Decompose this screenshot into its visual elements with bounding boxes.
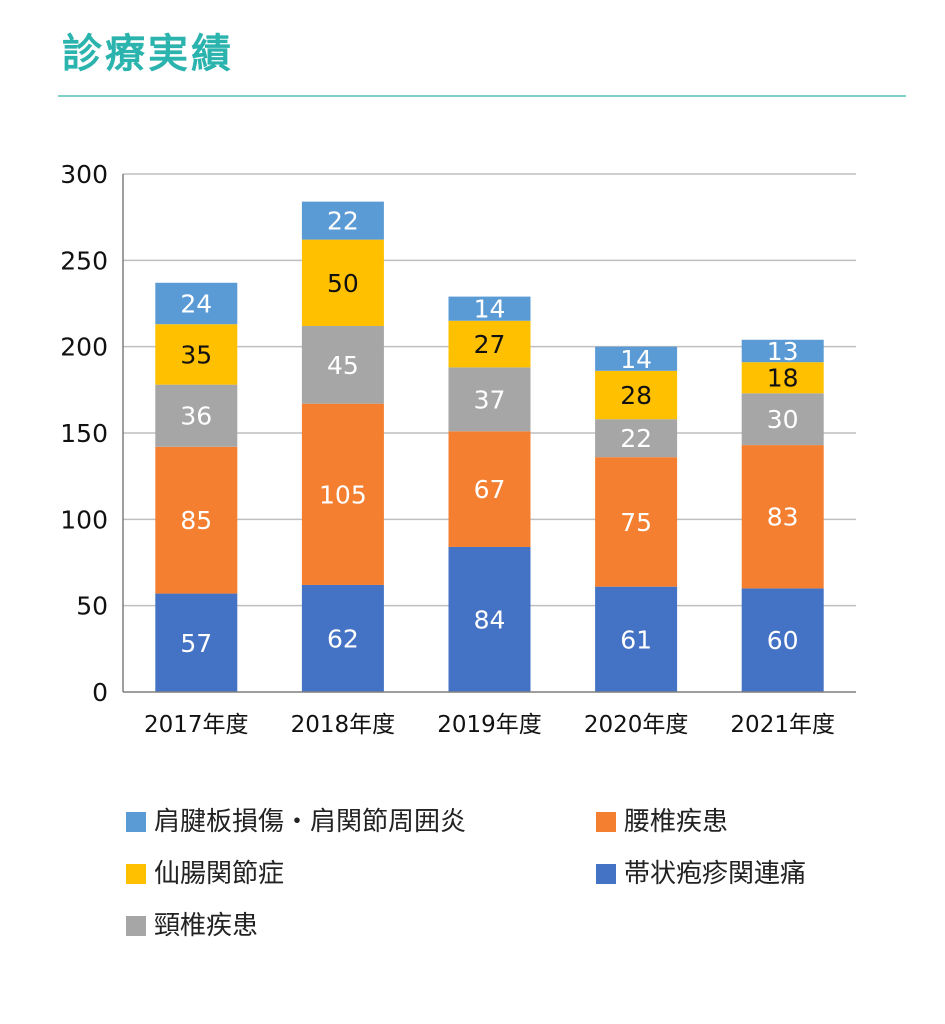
legend-swatch-herpes: [596, 864, 616, 884]
bar-segment: [448, 546, 531, 692]
bar-segment: [741, 445, 824, 589]
title-underline: [58, 95, 906, 97]
data-label: 83: [767, 503, 799, 532]
data-label: 75: [620, 508, 652, 537]
x-tick-label: 2017年度: [144, 712, 249, 738]
data-label: 50: [327, 269, 359, 298]
y-tick-label: 200: [60, 333, 108, 362]
y-tick-label: 300: [60, 160, 108, 189]
bar-segment: [741, 393, 824, 446]
x-tick-label: 2019年度: [437, 712, 542, 738]
legend-swatch-sacroiliac: [126, 864, 146, 884]
bar-segment: [595, 586, 678, 692]
bar-segment: [155, 384, 238, 447]
data-label: 57: [180, 629, 212, 658]
data-label: 61: [620, 625, 652, 654]
legend-swatch-lumbar: [596, 812, 616, 832]
x-tick-label: 2021年度: [730, 712, 835, 738]
bar-segment: [155, 324, 238, 385]
bar-segment: [301, 403, 384, 585]
bar-segment: [301, 239, 384, 326]
data-label: 37: [474, 385, 506, 414]
y-tick-label: 50: [76, 592, 108, 621]
bar-segment: [155, 282, 238, 325]
data-label: 18: [767, 364, 799, 393]
x-tick-label: 2020年度: [584, 712, 689, 738]
legend-item-herpes: 帯状疱疹関連痛: [596, 858, 806, 890]
bar-segment: [595, 457, 678, 587]
data-label: 28: [620, 381, 652, 410]
bar-segment: [595, 419, 678, 458]
bar-segment: [155, 593, 238, 692]
data-label: 30: [767, 405, 799, 434]
y-tick-label: 0: [92, 678, 108, 707]
legend-label-cervical: 頸椎疾患: [154, 911, 259, 941]
y-tick-label: 150: [60, 419, 108, 448]
legend-label-shoulder: 肩腱板損傷・肩関節周囲炎: [154, 807, 467, 837]
bar-segment: [595, 346, 678, 371]
data-label: 62: [327, 624, 359, 653]
legend-label-sacroiliac: 仙腸関節症: [154, 859, 285, 889]
data-label: 14: [620, 345, 652, 374]
data-label: 60: [767, 626, 799, 655]
bar-segment: [448, 296, 531, 321]
bar-segment: [448, 320, 531, 368]
data-label: 14: [474, 295, 506, 324]
stacked-bar-chart: 0 50 100 150 200 250 300 57 85 36 35 24 2017年度 62 105 4…: [60, 160, 856, 738]
legend-swatch-shoulder: [126, 812, 146, 832]
legend-label-lumbar: 腰椎疾患: [624, 807, 729, 837]
data-label: 35: [180, 340, 212, 369]
bar-segment: [155, 446, 238, 594]
data-label: 84: [474, 605, 506, 634]
data-label: 22: [620, 424, 652, 453]
page-title: 診療実績: [62, 31, 234, 77]
legend-item-cervical: 頸椎疾患: [126, 910, 258, 942]
data-label: 24: [180, 290, 212, 319]
bar-segment: [741, 588, 824, 692]
bar-segment: [301, 325, 384, 404]
legend-swatch-cervical: [126, 916, 146, 936]
data-label: 45: [327, 351, 359, 380]
bar-segment: [448, 431, 531, 547]
bar-segment: [301, 584, 384, 692]
bar-segment: [595, 370, 678, 420]
data-label: 85: [180, 506, 212, 535]
data-label: 13: [767, 337, 799, 366]
bar-segment: [448, 367, 531, 432]
legend-item-lumbar: 腰椎疾患: [596, 806, 728, 838]
bar-segment: [741, 362, 824, 394]
data-label: 27: [474, 330, 506, 359]
data-label: 36: [180, 402, 212, 431]
legend-item-shoulder: 肩腱板損傷・肩関節周囲炎: [126, 806, 466, 838]
legend-item-sacroiliac: 仙腸関節症: [126, 858, 284, 890]
data-label: 67: [474, 475, 506, 504]
data-label: 22: [327, 207, 359, 236]
y-tick-label: 100: [60, 505, 108, 534]
x-tick-label: 2018年度: [291, 712, 396, 738]
y-tick-label: 250: [60, 246, 108, 275]
bar-segment: [301, 201, 384, 240]
legend-label-herpes: 帯状疱疹関連痛: [624, 859, 807, 889]
bar-segment: [741, 339, 824, 363]
data-label: 105: [319, 480, 367, 509]
